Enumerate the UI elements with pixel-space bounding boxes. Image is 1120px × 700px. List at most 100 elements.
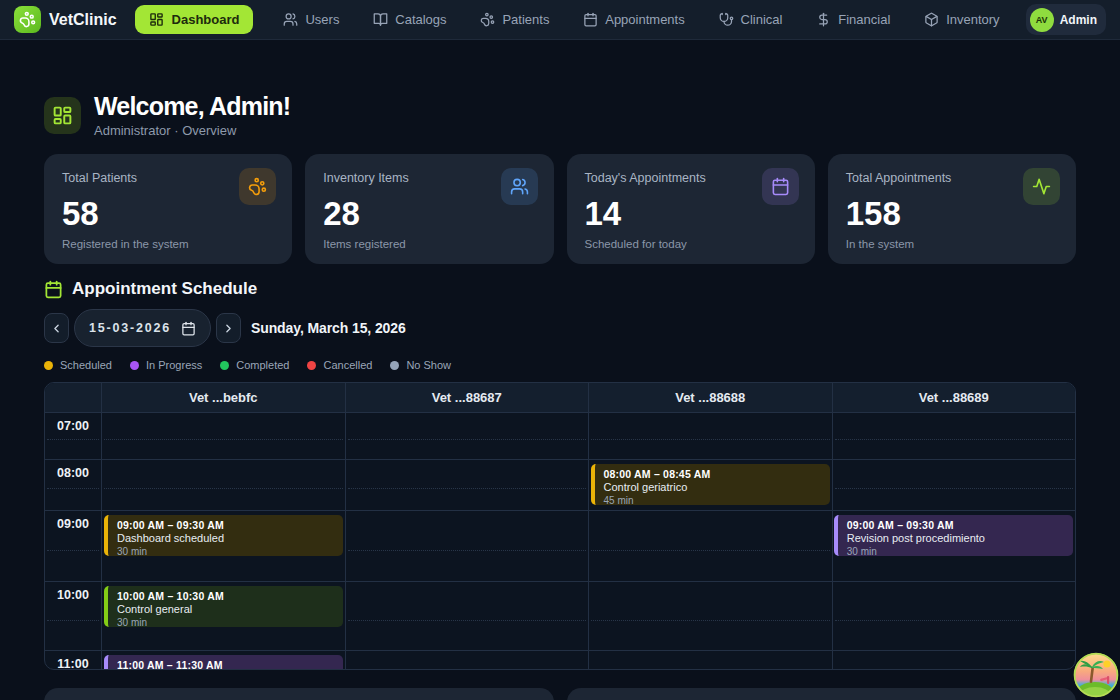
nav-appointments[interactable]: Appointments bbox=[583, 12, 685, 27]
bottom-card-left bbox=[44, 688, 554, 700]
dashboard-grid-icon bbox=[149, 12, 164, 27]
cancelled-dot bbox=[307, 361, 316, 370]
schedule-slot[interactable] bbox=[833, 460, 1076, 510]
nav-inventory[interactable]: Inventory bbox=[924, 12, 999, 27]
stat-card-todays-appointments: Today's Appointments 14 Scheduled for to… bbox=[567, 154, 815, 264]
schedule-slot[interactable] bbox=[346, 413, 590, 459]
paw-icon bbox=[239, 168, 276, 205]
scheduled-dot bbox=[44, 361, 53, 370]
chevron-right-icon bbox=[222, 322, 235, 335]
dashboard-grid-icon bbox=[52, 105, 73, 126]
book-open-icon bbox=[373, 12, 388, 27]
schedule-slot[interactable] bbox=[346, 651, 590, 670]
island-icon bbox=[1073, 652, 1119, 698]
admin-chip[interactable]: AV Admin bbox=[1026, 4, 1106, 35]
nav-patients-label: Patients bbox=[502, 12, 549, 27]
prev-day-button[interactable] bbox=[44, 313, 69, 343]
legend-completed: Completed bbox=[220, 359, 289, 371]
nav-dashboard[interactable]: Dashboard bbox=[135, 5, 254, 34]
grid-body: 07:0008:0009:0010:0011:00 08:00 AM – 08:4… bbox=[45, 413, 1075, 670]
time-label: 07:00 bbox=[45, 413, 102, 459]
legend-in-progress: In Progress bbox=[130, 359, 202, 371]
schedule-slot[interactable] bbox=[102, 460, 346, 510]
time-label: 10:00 bbox=[45, 582, 102, 650]
avatar: AV bbox=[1030, 8, 1054, 32]
stat-card-total-appointments: Total Appointments 158 In the system bbox=[828, 154, 1076, 264]
chevron-left-icon bbox=[50, 322, 63, 335]
schedule-slot[interactable] bbox=[589, 511, 833, 581]
page-subtitle: Administrator · Overview bbox=[94, 123, 290, 138]
schedule-slot[interactable] bbox=[346, 511, 590, 581]
nav-clinical[interactable]: Clinical bbox=[719, 12, 783, 27]
vet-column-header: Vet ...88688 bbox=[589, 383, 833, 412]
paw-icon bbox=[480, 12, 495, 27]
calendar-icon bbox=[762, 168, 799, 205]
nav-catalogs[interactable]: Catalogs bbox=[373, 12, 446, 27]
selected-day-label: Sunday, March 15, 2026 bbox=[251, 320, 406, 336]
stat-sub: In the system bbox=[846, 238, 1058, 250]
status-legend: Scheduled In Progress Completed Cancelle… bbox=[44, 359, 1076, 371]
next-day-button[interactable] bbox=[216, 313, 241, 343]
schedule-grid: Vet ...bebfc Vet ...88687 Vet ...88688 V… bbox=[44, 382, 1076, 670]
stat-cards: Total Patients 58 Registered in the syst… bbox=[44, 154, 1076, 264]
bottom-card-right bbox=[567, 688, 1077, 700]
in-progress-dot bbox=[130, 361, 139, 370]
schedule-slot[interactable] bbox=[589, 582, 833, 650]
date-value: 15-03-2026 bbox=[89, 321, 171, 335]
vet-column-header: Vet ...bebfc bbox=[102, 383, 346, 412]
bottom-cards bbox=[44, 688, 1076, 700]
date-controls: 15-03-2026 Sunday, March 15, 2026 bbox=[44, 309, 1076, 347]
nav-appointments-label: Appointments bbox=[605, 12, 685, 27]
brand-name: VetClinic bbox=[49, 11, 117, 29]
date-input[interactable]: 15-03-2026 bbox=[74, 309, 211, 347]
stat-card-inventory-items: Inventory Items 28 Items registered bbox=[305, 154, 553, 264]
vet-column-header: Vet ...88689 bbox=[833, 383, 1076, 412]
appointment-event[interactable]: 10:00 AM – 10:30 AMControl general30 min bbox=[104, 586, 343, 627]
users-icon bbox=[501, 168, 538, 205]
schedule-slot[interactable] bbox=[833, 582, 1076, 650]
schedule-slot[interactable] bbox=[346, 460, 590, 510]
nav-financial-label: Financial bbox=[838, 12, 890, 27]
page-title: Welcome, Admin! bbox=[94, 93, 290, 119]
time-label: 09:00 bbox=[45, 511, 102, 581]
vet-column-header: Vet ...88687 bbox=[346, 383, 590, 412]
time-label: 11:00 bbox=[45, 651, 102, 670]
stat-sub: Items registered bbox=[323, 238, 535, 250]
brand: VetClinic bbox=[14, 6, 117, 33]
stat-card-total-patients: Total Patients 58 Registered in the syst… bbox=[44, 154, 292, 264]
dollar-icon bbox=[816, 12, 831, 27]
nav-financial[interactable]: Financial bbox=[816, 12, 890, 27]
legend-no-show: No Show bbox=[390, 359, 451, 371]
welcome-header: Welcome, Admin! Administrator · Overview bbox=[44, 93, 1076, 138]
nav-patients[interactable]: Patients bbox=[480, 12, 549, 27]
schedule-slot[interactable] bbox=[589, 413, 833, 459]
admin-label: Admin bbox=[1060, 13, 1097, 27]
stethoscope-icon bbox=[719, 12, 734, 27]
nav-users[interactable]: Users bbox=[283, 12, 339, 27]
grid-row: 08:00 bbox=[45, 460, 1075, 511]
users-icon bbox=[283, 12, 298, 27]
stat-sub: Scheduled for today bbox=[585, 238, 797, 250]
appointment-event[interactable]: 08:00 AM – 08:45 AMControl geriatrico45 … bbox=[591, 464, 830, 505]
nav-clinical-label: Clinical bbox=[741, 12, 783, 27]
top-navbar: VetClinic Dashboard Users Catalogs Patie… bbox=[0, 0, 1120, 40]
activity-icon bbox=[1023, 168, 1060, 205]
schedule-slot[interactable] bbox=[833, 413, 1076, 459]
time-label: 08:00 bbox=[45, 460, 102, 510]
calendar-icon bbox=[583, 12, 598, 27]
island-widget-button[interactable] bbox=[1073, 652, 1119, 698]
package-icon bbox=[924, 12, 939, 27]
nav-catalogs-label: Catalogs bbox=[395, 12, 446, 27]
grid-header: Vet ...bebfc Vet ...88687 Vet ...88688 V… bbox=[45, 383, 1075, 413]
schedule-slot[interactable] bbox=[589, 651, 833, 670]
grid-row: 07:00 bbox=[45, 413, 1075, 460]
appointment-event[interactable]: 11:00 AM – 11:30 AM bbox=[104, 655, 343, 670]
schedule-slot[interactable] bbox=[346, 582, 590, 650]
schedule-slot[interactable] bbox=[102, 413, 346, 459]
vetclinic-logo bbox=[14, 6, 41, 33]
appointment-event[interactable]: 09:00 AM – 09:30 AMRevision post procedi… bbox=[834, 515, 1073, 556]
schedule-slot[interactable] bbox=[833, 651, 1076, 670]
paw-icon bbox=[19, 11, 36, 28]
nav-inventory-label: Inventory bbox=[946, 12, 999, 27]
appointment-event[interactable]: 09:00 AM – 09:30 AMDashboard scheduled30… bbox=[104, 515, 343, 556]
